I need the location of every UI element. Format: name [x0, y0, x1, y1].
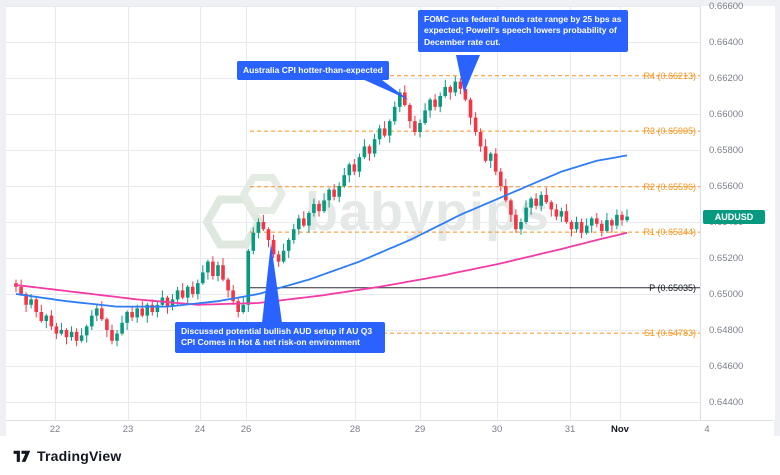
bottom-bar: TradingView: [0, 436, 780, 475]
time-axis-label: 24: [194, 424, 206, 435]
callout-aud-setup-note[interactable]: Discussed potential bullish AUD setup if…: [175, 322, 385, 353]
candlestick-chart[interactable]: [6, 6, 700, 420]
chart-pane[interactable]: babypips FOMC cuts federal funds rate ra…: [6, 6, 700, 420]
pivot-label-s1[interactable]: S1 (0.64783): [643, 328, 696, 339]
time-axis-label: 30: [491, 424, 503, 435]
pivot-label-r1[interactable]: R1 (0.65344): [643, 227, 696, 238]
tradingview-logo-icon: [13, 450, 31, 462]
price-axis[interactable]: AUDUSD 0.66600 0.66400 0.66200 0.66000 0.658…: [700, 1, 775, 420]
price-axis-label: 0.66600: [709, 1, 744, 12]
callout-fomc-note[interactable]: FOMC cuts federal funds rate range by 25…: [418, 10, 628, 53]
price-axis-label: 0.64400: [709, 397, 744, 408]
price-axis-label: 0.65600: [709, 181, 744, 192]
time-axis[interactable]: 22 23 24 26 28 29 30 31 Nov 4: [6, 420, 774, 437]
time-axis-label: 31: [564, 424, 576, 435]
time-axis-label: Nov: [611, 424, 629, 435]
pivot-label-r2[interactable]: R2 (0.65596): [643, 181, 696, 192]
price-axis-label: 0.66000: [709, 109, 744, 120]
time-axis-label: 23: [122, 424, 134, 435]
time-axis-label: 28: [349, 424, 361, 435]
symbol-price-tag: AUDUSD: [703, 209, 765, 224]
pivot-label-p[interactable]: P (0.65035): [649, 282, 696, 293]
pivot-label-r3[interactable]: R3 (0.65905): [643, 126, 696, 137]
pivot-label-r4[interactable]: R4 (0.66213): [643, 70, 696, 81]
price-axis-label: 0.66400: [709, 37, 744, 48]
tradingview-logo[interactable]: TradingView: [12, 446, 121, 465]
chart-window: babypips FOMC cuts federal funds rate ra…: [6, 1, 775, 437]
time-axis-label: 4: [704, 424, 710, 435]
time-axis-label: 22: [49, 424, 61, 435]
callout-australia-cpi-note[interactable]: Australia CPI hotter-than-expected: [237, 61, 389, 81]
price-axis-label: 0.65800: [709, 145, 744, 156]
price-axis-label: 0.65000: [709, 289, 744, 300]
time-axis-label: 29: [414, 424, 426, 435]
price-axis-label: 0.64600: [709, 361, 744, 372]
time-axis-label: 26: [240, 424, 252, 435]
price-axis-label: 0.64800: [709, 325, 744, 336]
price-axis-label: 0.65200: [709, 253, 744, 264]
tradingview-logo-text: TradingView: [37, 447, 122, 464]
price-axis-label: 0.66200: [709, 73, 744, 84]
